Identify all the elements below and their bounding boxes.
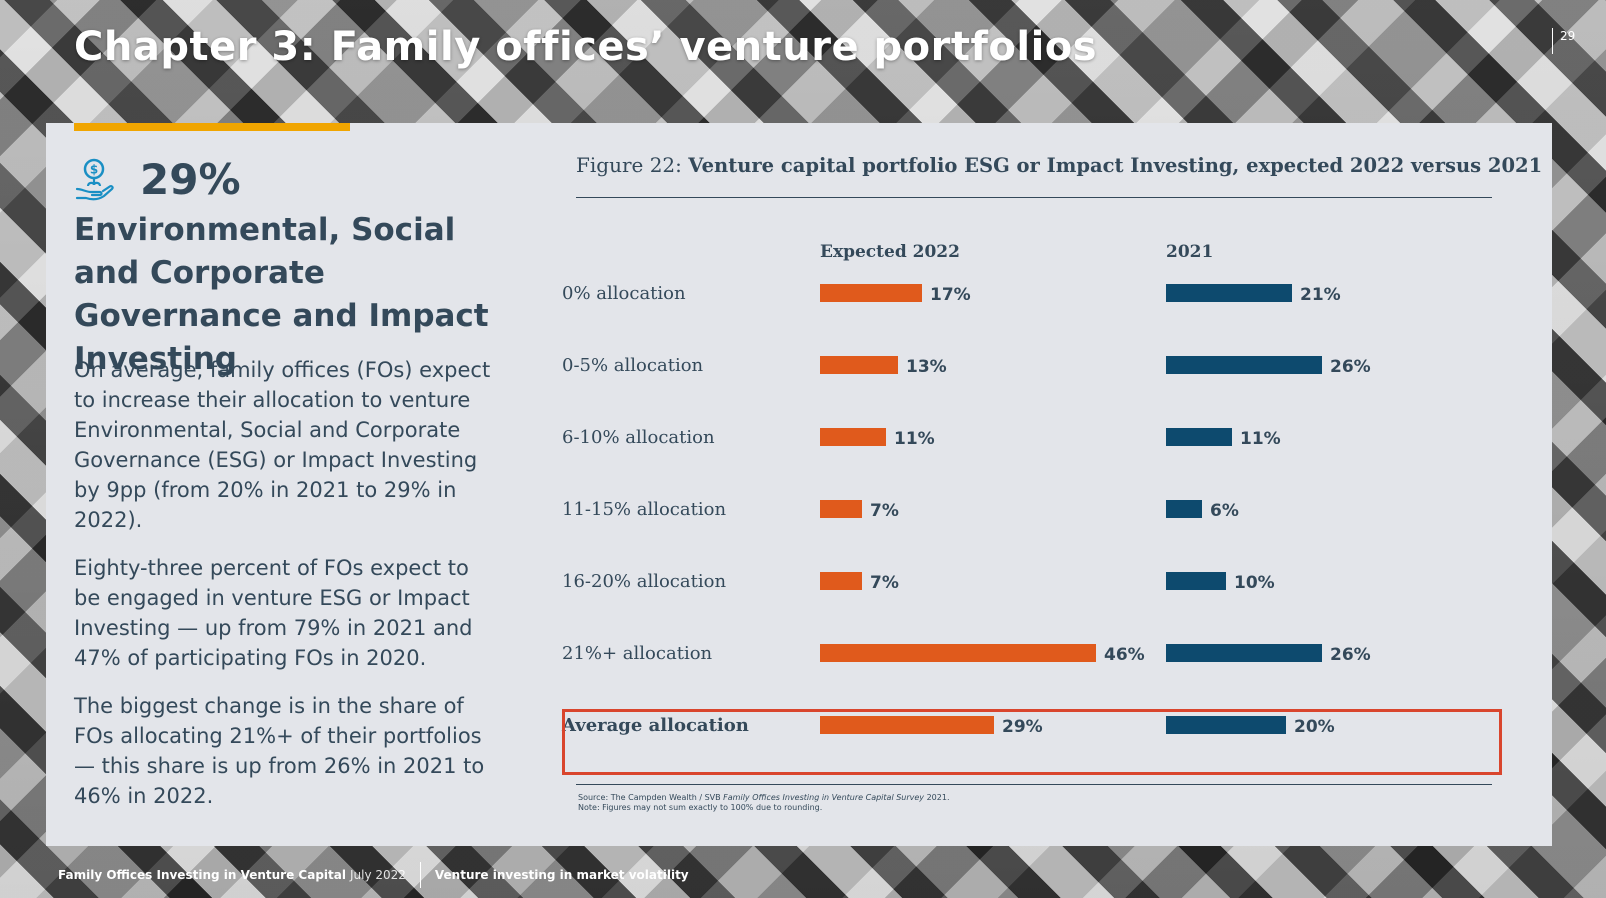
stat-row: $ 29% bbox=[74, 155, 241, 204]
value-label-0-5: 46% bbox=[1104, 645, 1145, 665]
footer-section: Venture investing in market volatility bbox=[434, 868, 689, 882]
value-label-1-1: 26% bbox=[1330, 357, 1371, 377]
bar-0-3 bbox=[820, 500, 862, 518]
category-label: 16-20% allocation bbox=[562, 571, 726, 592]
value-label-1-2: 11% bbox=[1240, 429, 1281, 449]
footer-date: July 2022 bbox=[349, 868, 406, 882]
paragraph-2: Eighty-three percent of FOs expect to be… bbox=[74, 556, 473, 670]
value-label-1-6: 20% bbox=[1294, 717, 1335, 737]
accent-bar bbox=[74, 123, 350, 131]
bar-1-4 bbox=[1166, 572, 1226, 590]
category-label: 21%+ allocation bbox=[562, 643, 713, 664]
paragraph-3: The biggest change is in the share of FO… bbox=[74, 694, 485, 808]
bar-0-2 bbox=[820, 428, 886, 446]
series-header-1: 2021 bbox=[1166, 242, 1213, 262]
bar-1-5 bbox=[1166, 644, 1322, 662]
bar-0-6 bbox=[820, 716, 994, 734]
value-label-0-0: 17% bbox=[930, 285, 971, 305]
source-suffix: 2021. bbox=[924, 793, 950, 802]
category-label: 0-5% allocation bbox=[562, 355, 704, 376]
category-label: Average allocation bbox=[561, 715, 749, 736]
bar-1-6 bbox=[1166, 716, 1286, 734]
section-heading: Environmental, Social and Corporate Gove… bbox=[74, 212, 489, 377]
bar-1-0 bbox=[1166, 284, 1292, 302]
source-prefix: Source: The Campden Wealth / SVB bbox=[578, 793, 724, 802]
value-label-1-0: 21% bbox=[1300, 285, 1341, 305]
page-number: 29 bbox=[1552, 28, 1575, 54]
value-label-0-2: 11% bbox=[894, 429, 935, 449]
figure-label: Figure 22: bbox=[576, 153, 689, 177]
footer-separator bbox=[419, 862, 421, 888]
bar-1-3 bbox=[1166, 500, 1202, 518]
figure-title: Figure 22: Venture capital portfolio ESG… bbox=[576, 153, 1542, 177]
figure-title-text: Venture capital portfolio ESG or Impact … bbox=[688, 154, 1543, 177]
series-header-0: Expected 2022 bbox=[820, 242, 960, 262]
bar-1-1 bbox=[1166, 356, 1322, 374]
category-label: 6-10% allocation bbox=[562, 427, 715, 448]
source-note: Source: The Campden Wealth / SVB Family … bbox=[578, 793, 950, 813]
value-label-1-5: 26% bbox=[1330, 645, 1371, 665]
figure-bottom-rule bbox=[576, 784, 1492, 785]
footer-publication: Family Offices Investing in Venture Capi… bbox=[58, 868, 346, 882]
footer: Family Offices Investing in Venture Capi… bbox=[58, 862, 689, 888]
bar-chart: Expected 2022 2021 0% allocation 0-5% alloc… bbox=[561, 242, 1371, 737]
value-label-0-4: 7% bbox=[870, 573, 899, 593]
bar-1-2 bbox=[1166, 428, 1232, 446]
value-label-1-3: 6% bbox=[1210, 501, 1239, 521]
paragraph-1: On average, family offices (FOs) expect … bbox=[74, 358, 491, 532]
svg-text:$: $ bbox=[90, 162, 98, 176]
chapter-title: Chapter 3: Family offices’ venture portf… bbox=[74, 24, 1098, 70]
rounding-note: Note: Figures may not sum exactly to 100… bbox=[578, 803, 823, 812]
average-highlight-box bbox=[562, 709, 1502, 775]
content-card: $ 29% Environmental, Social and Corporat… bbox=[46, 123, 1552, 846]
source-title: Family Offices Investing in Venture Capi… bbox=[723, 793, 925, 802]
bar-0-0 bbox=[820, 284, 922, 302]
bar-0-5 bbox=[820, 644, 1096, 662]
value-label-1-4: 10% bbox=[1234, 573, 1275, 593]
stat-value: 29% bbox=[140, 155, 241, 204]
value-label-0-1: 13% bbox=[906, 357, 947, 377]
body-text: On average, family offices (FOs) expect … bbox=[74, 355, 494, 829]
bar-0-1 bbox=[820, 356, 898, 374]
value-label-0-3: 7% bbox=[870, 501, 899, 521]
category-label: 0% allocation bbox=[562, 283, 686, 304]
bar-0-4 bbox=[820, 572, 862, 590]
value-label-0-6: 29% bbox=[1002, 717, 1043, 737]
figure-rule bbox=[576, 197, 1492, 198]
hand-coin-icon: $ bbox=[75, 158, 114, 200]
category-label: 11-15% allocation bbox=[562, 499, 726, 520]
